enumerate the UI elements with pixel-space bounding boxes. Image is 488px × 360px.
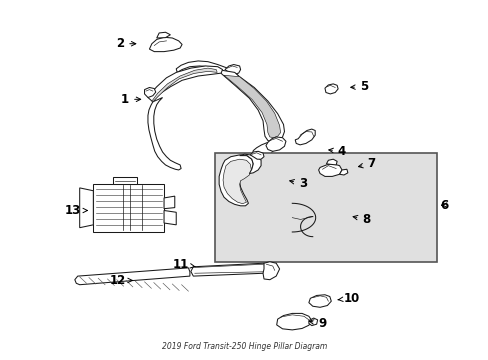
Bar <box>215 153 436 262</box>
Polygon shape <box>163 211 176 225</box>
Polygon shape <box>326 159 336 165</box>
Polygon shape <box>339 169 347 175</box>
Polygon shape <box>250 151 264 159</box>
Polygon shape <box>80 188 93 228</box>
Text: 1: 1 <box>121 93 141 106</box>
Polygon shape <box>152 68 217 102</box>
Polygon shape <box>163 196 174 209</box>
Polygon shape <box>252 141 273 159</box>
Text: 2019 Ford Transit-250 Hinge Pillar Diagram: 2019 Ford Transit-250 Hinge Pillar Diagr… <box>162 342 326 351</box>
Polygon shape <box>318 164 341 176</box>
Polygon shape <box>295 129 315 145</box>
Text: 6: 6 <box>439 199 447 212</box>
Polygon shape <box>144 87 156 98</box>
Polygon shape <box>157 32 170 38</box>
Polygon shape <box>223 159 251 204</box>
Polygon shape <box>224 75 280 138</box>
Text: 5: 5 <box>350 80 367 93</box>
Text: 10: 10 <box>337 292 359 305</box>
Polygon shape <box>276 314 311 330</box>
Polygon shape <box>263 262 279 280</box>
Polygon shape <box>308 318 317 325</box>
Polygon shape <box>325 84 337 94</box>
Polygon shape <box>190 263 264 276</box>
Text: 11: 11 <box>173 258 195 271</box>
Text: 9: 9 <box>308 317 326 330</box>
Text: 3: 3 <box>289 177 306 190</box>
Polygon shape <box>219 155 253 206</box>
Polygon shape <box>93 184 163 232</box>
Text: 4: 4 <box>328 145 346 158</box>
Polygon shape <box>113 177 137 184</box>
Polygon shape <box>149 37 182 51</box>
Polygon shape <box>224 64 240 74</box>
Polygon shape <box>148 66 222 170</box>
Text: 8: 8 <box>352 213 370 226</box>
Polygon shape <box>308 295 330 307</box>
Text: 7: 7 <box>358 157 375 170</box>
Text: 2: 2 <box>116 37 136 50</box>
Polygon shape <box>239 154 261 174</box>
Text: 12: 12 <box>109 274 132 287</box>
Polygon shape <box>265 137 285 151</box>
Polygon shape <box>75 268 189 285</box>
Polygon shape <box>217 69 284 142</box>
Text: 13: 13 <box>64 204 87 217</box>
Polygon shape <box>176 61 238 80</box>
